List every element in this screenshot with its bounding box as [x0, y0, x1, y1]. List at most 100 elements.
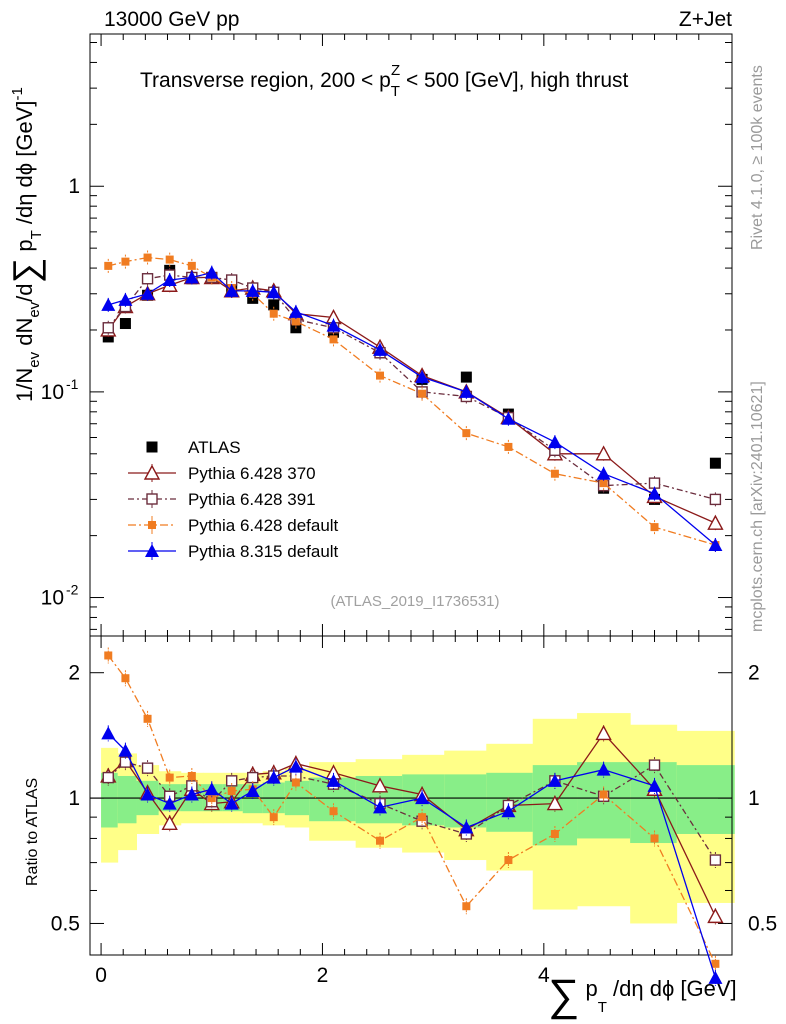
ratio-axes: 2 2 1 1 0.5 0.5 [51, 635, 777, 956]
ratio-point [140, 787, 155, 801]
y-tick-exponent: -1 [66, 376, 79, 392]
data-point [187, 261, 196, 270]
ratio-y-tick-label: 1 [68, 787, 80, 810]
data-point [709, 493, 722, 506]
ratio-point [225, 775, 238, 787]
ratio-y-tick-label-right: 1 [748, 787, 760, 810]
data-point [326, 318, 341, 332]
data-point [415, 370, 430, 384]
data-point [247, 292, 259, 304]
ratio-point [707, 907, 724, 924]
legend-marker [148, 521, 156, 529]
legend-label: Pythia 6.428 default [188, 516, 339, 535]
band-green [676, 765, 735, 834]
side-rivet: Rivet 4.1.0, ≥ 100k events [749, 65, 766, 250]
data-point [143, 253, 152, 262]
ratio-point [709, 854, 722, 866]
legend-marker [145, 544, 159, 557]
legend-marker [146, 493, 158, 505]
data-point [162, 273, 177, 287]
ratio-point [708, 970, 723, 984]
ratio-point [371, 777, 389, 793]
x-tick-label: 2 [317, 964, 329, 987]
data-point [547, 435, 562, 449]
data-point [269, 309, 278, 318]
ratio-point [504, 856, 513, 865]
ratio-point [207, 794, 216, 803]
data-point [596, 466, 611, 480]
ratio-point [288, 759, 303, 773]
ratio-point [647, 778, 662, 792]
ratio-point [224, 796, 239, 810]
side-mcplots: mcplots.cern.ch [arXiv:2401.10621] [749, 381, 766, 632]
band-green [444, 774, 487, 828]
data-point [501, 411, 516, 425]
ratio-point [546, 795, 564, 811]
band-green [117, 775, 137, 824]
data-point [245, 283, 260, 297]
ratio-point [141, 762, 154, 774]
data-point [118, 292, 133, 306]
data-point [101, 297, 116, 311]
ratio-series [100, 647, 724, 986]
ratio-point [329, 807, 338, 816]
ratio-y-tick-label-right: 2 [748, 662, 760, 685]
data-point [709, 457, 721, 469]
x-tick-label: 4 [538, 964, 550, 987]
series-line [107, 276, 716, 524]
ratio-point [291, 778, 300, 787]
data-point [165, 255, 174, 264]
ratio-point [269, 813, 278, 822]
ratio-point [650, 834, 659, 843]
legend-marker [146, 441, 158, 453]
main-series [100, 250, 724, 553]
ratio-point [187, 771, 196, 780]
legend-label: ATLAS [188, 438, 241, 457]
main-frame [89, 33, 733, 637]
x-tick-label: 0 [95, 964, 107, 987]
ratio-point [119, 756, 132, 768]
y-tick-label: 10 [41, 587, 64, 610]
y-tick-label: 1 [68, 175, 80, 198]
data-point [102, 322, 114, 334]
data-point [595, 445, 612, 461]
ratio-point [418, 813, 427, 822]
ratio-point [595, 724, 612, 741]
data-point [329, 335, 338, 344]
ratio-point [266, 770, 281, 784]
ratio-point [376, 836, 385, 845]
ratio-point [326, 773, 341, 787]
ratio-y-tick-label-right: 0.5 [748, 912, 777, 935]
ratio-point [121, 674, 130, 683]
ratio-point [227, 786, 236, 795]
data-point [460, 371, 472, 383]
data-point [266, 285, 281, 299]
header-left: 13000 GeV pp [104, 8, 239, 31]
data-point [119, 318, 131, 330]
ratio-point [501, 804, 516, 818]
data-point [121, 257, 130, 266]
data-point [184, 270, 199, 284]
ratio-point [459, 820, 474, 834]
data-point [648, 477, 661, 489]
data-point [291, 317, 300, 326]
band-green [630, 762, 678, 844]
ratio-point [184, 787, 199, 801]
ratio-point [247, 771, 259, 784]
ratio-point [161, 814, 178, 830]
data-point [708, 538, 723, 552]
y-tick-label: 10 [41, 381, 64, 404]
chart-title: Transverse region, 200 < pTZ < 500 [GeV]… [140, 62, 629, 100]
ratio-point [165, 773, 174, 782]
data-point [504, 442, 513, 451]
ratio-point [550, 829, 559, 838]
data-point [647, 486, 662, 500]
data-point [707, 514, 724, 530]
data-point [376, 371, 385, 380]
ratio-point [599, 790, 608, 799]
data-point [418, 389, 427, 398]
data-point [141, 273, 154, 285]
data-point [459, 384, 474, 398]
